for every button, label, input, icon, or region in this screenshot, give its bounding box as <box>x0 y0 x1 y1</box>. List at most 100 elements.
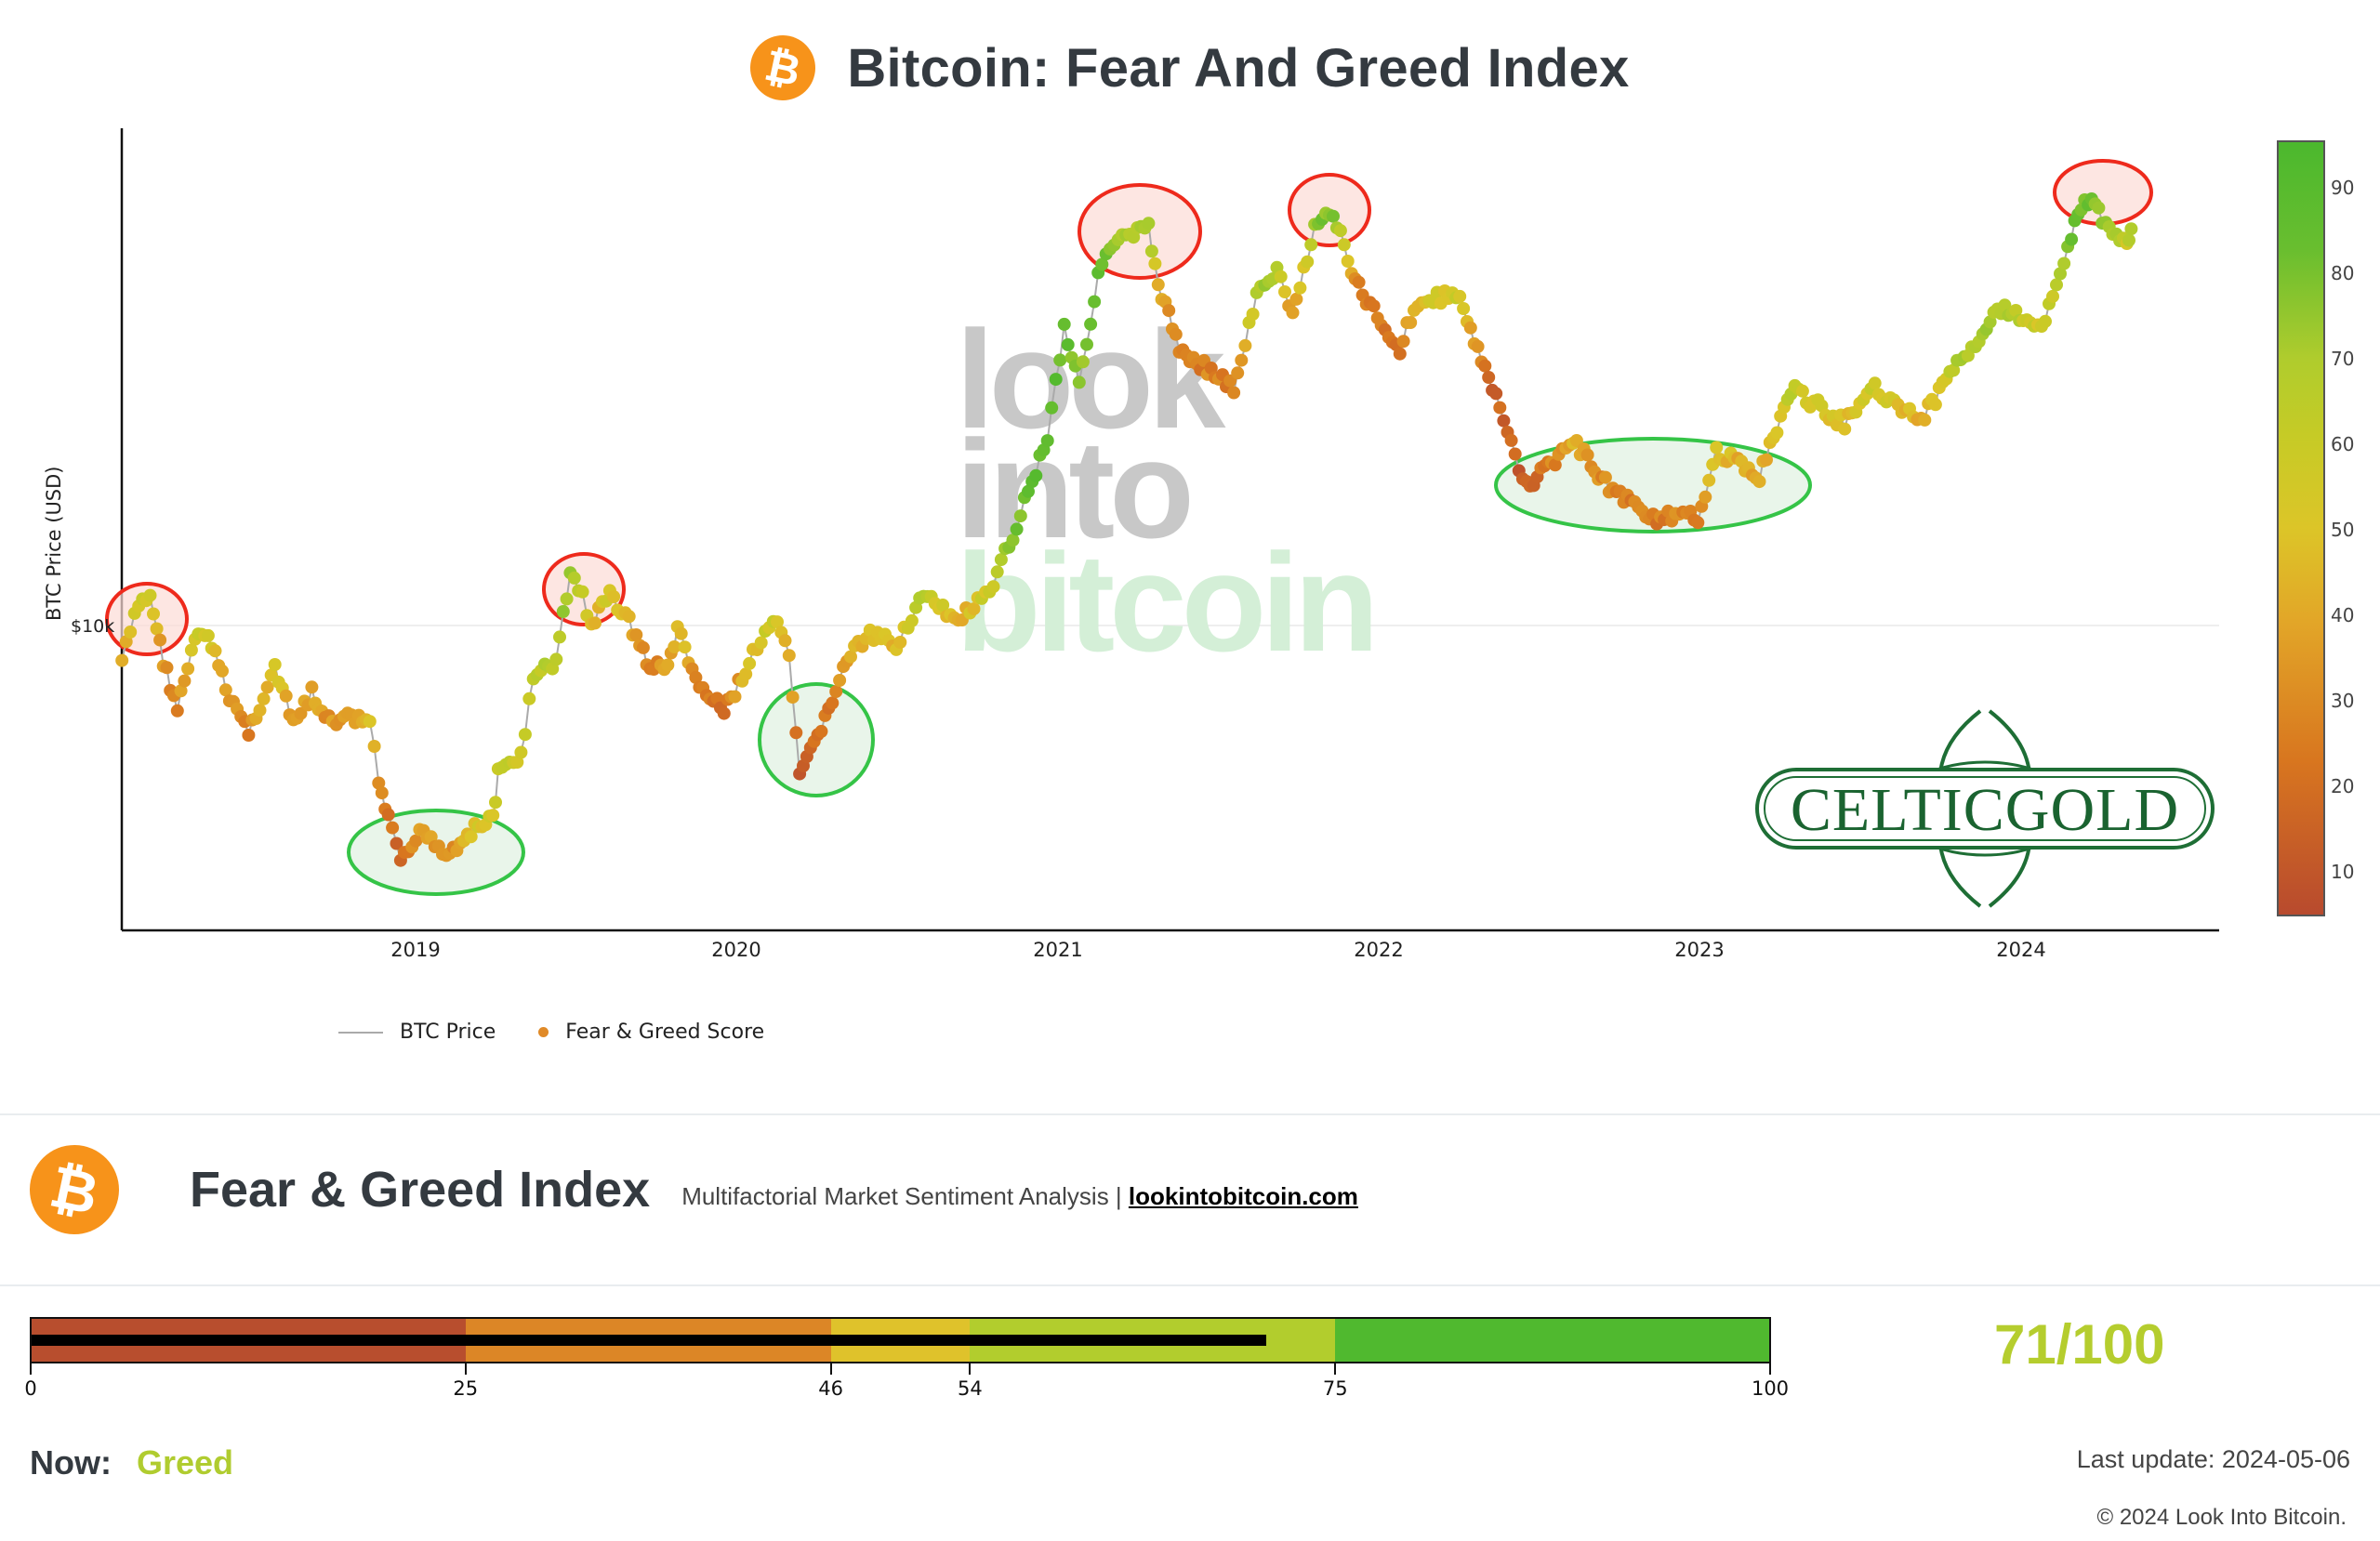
score-marker <box>375 786 389 800</box>
score-marker <box>1918 413 1932 427</box>
score-marker <box>1227 386 1241 400</box>
score-marker <box>367 740 381 753</box>
score-marker <box>844 650 857 664</box>
score-marker <box>1508 447 1522 461</box>
score-marker <box>826 696 840 710</box>
score-marker <box>936 599 950 612</box>
gauge-tick <box>829 1363 832 1375</box>
score-marker <box>1231 366 1245 380</box>
score-marker <box>2054 267 2067 281</box>
colorbar: 90 80 70 60 50 40 30 20 10 <box>2277 140 2354 916</box>
gauge-tick-label: 54 <box>957 1377 983 1400</box>
last-update: Last update: 2024-05-06 <box>2076 1445 2350 1473</box>
svg-text:30: 30 <box>2331 690 2354 712</box>
score-marker <box>1489 387 1503 401</box>
score-marker <box>1998 298 2012 312</box>
score-marker <box>153 633 167 647</box>
score-marker <box>739 667 753 681</box>
score-marker <box>184 643 198 657</box>
score-marker <box>1352 275 1366 289</box>
divider <box>0 1284 2380 1286</box>
score-marker <box>754 636 768 650</box>
score-marker <box>990 565 1004 579</box>
score-marker <box>1286 306 1300 320</box>
score-marker <box>216 664 229 678</box>
score-marker <box>622 610 636 624</box>
score-marker <box>464 830 478 844</box>
legend-btc-price[interactable]: BTC Price <box>400 1021 496 1044</box>
score-marker <box>986 580 1000 594</box>
score-marker <box>833 674 847 687</box>
score-marker <box>782 649 796 663</box>
score-marker <box>1080 337 1093 351</box>
score-value: 71/100 <box>1994 1313 2165 1376</box>
score-marker <box>1928 398 1942 412</box>
score-marker <box>1304 238 1318 252</box>
score-marker <box>2092 201 2106 215</box>
bitcoin-icon: ₿ <box>21 1137 127 1243</box>
score-marker <box>218 683 232 697</box>
legend-line-icon <box>338 1031 383 1034</box>
score-marker <box>1301 255 1315 269</box>
svg-text:80: 80 <box>2331 262 2354 284</box>
score-marker <box>1246 308 1260 321</box>
chart-header: ₿ Bitcoin: Fear And Greed Index <box>0 26 2380 110</box>
score-marker <box>1691 516 1705 530</box>
svg-text:2019: 2019 <box>390 939 440 961</box>
score-marker <box>1045 401 1059 415</box>
svg-text:2024: 2024 <box>1996 939 2045 961</box>
score-marker <box>967 602 981 616</box>
score-marker <box>668 640 681 653</box>
legend-dot-icon <box>538 1027 549 1037</box>
score-marker <box>1148 257 1162 270</box>
x-tick-labels: 2019 2020 2021 2022 2023 2024 <box>390 939 2045 961</box>
score-marker <box>893 636 907 649</box>
score-marker <box>390 836 403 850</box>
score-marker <box>257 691 271 705</box>
score-marker <box>372 776 386 790</box>
score-marker <box>279 689 293 703</box>
score-marker <box>1238 338 1252 352</box>
score-marker <box>786 691 800 705</box>
score-marker <box>829 685 843 699</box>
score-marker <box>1022 484 1035 498</box>
score-marker <box>771 615 784 629</box>
score-marker <box>147 607 160 621</box>
score-marker <box>905 613 919 627</box>
svg-text:60: 60 <box>2331 433 2354 455</box>
score-marker <box>1142 217 1156 230</box>
score-marker <box>253 704 267 718</box>
gauge-tick-label: 46 <box>818 1377 844 1400</box>
score-marker <box>588 616 602 630</box>
divider <box>0 1113 2380 1115</box>
colorbar-ticks: 90 80 70 60 50 40 30 20 10 <box>2331 177 2354 883</box>
gauge-tick-label: 25 <box>453 1377 479 1400</box>
score-marker <box>178 674 192 688</box>
score-marker <box>1396 335 1410 349</box>
score-marker <box>778 634 792 648</box>
gauge-tick <box>969 1363 972 1375</box>
score-marker <box>1983 315 1997 329</box>
svg-text:2022: 2022 <box>1354 939 1403 961</box>
score-marker <box>208 644 222 658</box>
score-marker <box>1580 448 1594 462</box>
score-marker <box>2009 304 2023 317</box>
score-marker <box>143 588 157 602</box>
score-marker <box>689 670 703 684</box>
lookintobitcoin-link[interactable]: lookintobitcoin.com <box>1128 1181 1358 1210</box>
svg-text:bitcoin: bitcoin <box>956 524 1374 680</box>
index-title: Fear & Greed Index <box>190 1162 651 1218</box>
score-marker <box>1482 371 1496 384</box>
score-marker <box>424 830 438 844</box>
legend-fg-score[interactable]: Fear & Greed Score <box>565 1021 765 1044</box>
score-marker <box>1471 339 1485 353</box>
score-marker <box>636 640 650 654</box>
score-marker <box>560 592 574 606</box>
score-marker <box>510 756 524 769</box>
now-sentiment: Greed <box>137 1443 234 1482</box>
fear-greed-score-markers <box>115 192 2138 867</box>
score-marker <box>150 622 164 636</box>
gauge-tick <box>1769 1363 1771 1375</box>
score-marker <box>522 691 536 705</box>
score-marker <box>363 715 377 729</box>
